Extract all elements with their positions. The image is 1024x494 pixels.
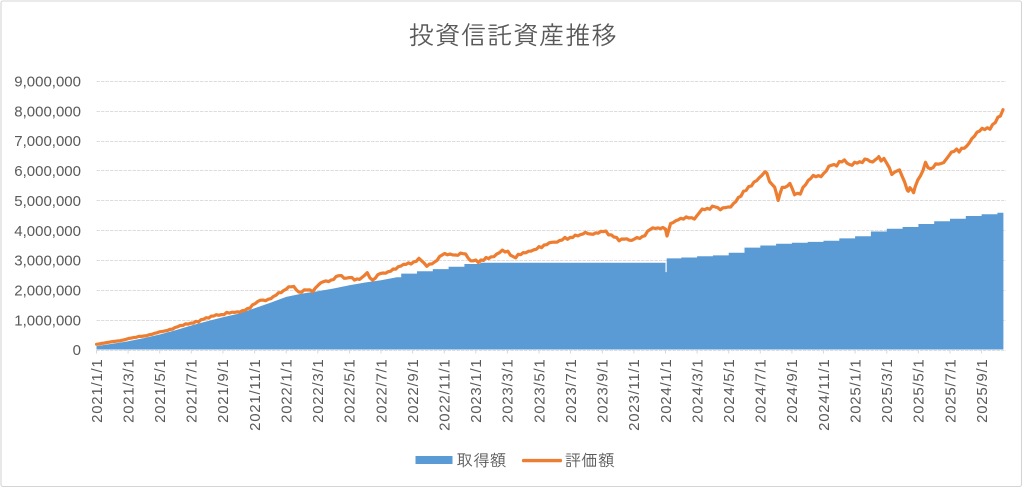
svg-text:3,000,000: 3,000,000 xyxy=(14,253,81,270)
svg-text:2024/9/1: 2024/9/1 xyxy=(784,359,801,423)
svg-text:2025/1/1: 2025/1/1 xyxy=(847,359,864,423)
svg-text:2,000,000: 2,000,000 xyxy=(14,283,81,300)
svg-text:2021/5/1: 2021/5/1 xyxy=(152,359,169,423)
svg-text:2022/5/1: 2022/5/1 xyxy=(342,359,359,423)
svg-text:2024/7/1: 2024/7/1 xyxy=(753,359,770,423)
svg-text:8,000,000: 8,000,000 xyxy=(14,103,81,120)
svg-text:7,000,000: 7,000,000 xyxy=(14,133,81,150)
svg-text:2022/11/1: 2022/11/1 xyxy=(437,359,454,431)
svg-text:2021/9/1: 2021/9/1 xyxy=(215,359,232,423)
svg-text:2023/11/1: 2023/11/1 xyxy=(626,359,643,431)
svg-text:2021/3/1: 2021/3/1 xyxy=(120,359,137,423)
svg-text:6,000,000: 6,000,000 xyxy=(14,163,81,180)
svg-text:2025/5/1: 2025/5/1 xyxy=(911,359,928,423)
svg-text:2024/5/1: 2024/5/1 xyxy=(721,359,738,423)
svg-text:2021/1/1: 2021/1/1 xyxy=(89,359,106,423)
svg-text:2022/1/1: 2022/1/1 xyxy=(279,359,296,423)
svg-text:0: 0 xyxy=(73,342,81,359)
svg-text:2021/11/1: 2021/11/1 xyxy=(247,359,264,431)
svg-text:2023/9/1: 2023/9/1 xyxy=(595,359,612,423)
svg-text:2024/11/1: 2024/11/1 xyxy=(816,359,833,431)
svg-text:2023/3/1: 2023/3/1 xyxy=(500,359,517,423)
svg-text:9,000,000: 9,000,000 xyxy=(14,74,81,91)
svg-text:2022/9/1: 2022/9/1 xyxy=(405,359,422,423)
svg-text:2025/9/1: 2025/9/1 xyxy=(974,359,991,423)
svg-text:2023/1/1: 2023/1/1 xyxy=(468,359,485,423)
svg-text:2022/3/1: 2022/3/1 xyxy=(310,359,327,423)
svg-text:2024/3/1: 2024/3/1 xyxy=(689,359,706,423)
svg-text:5,000,000: 5,000,000 xyxy=(14,193,81,210)
svg-text:2025/7/1: 2025/7/1 xyxy=(942,359,959,423)
svg-text:4,000,000: 4,000,000 xyxy=(14,223,81,240)
svg-text:1,000,000: 1,000,000 xyxy=(14,312,81,329)
svg-text:2023/5/1: 2023/5/1 xyxy=(531,359,548,423)
svg-text:2024/1/1: 2024/1/1 xyxy=(658,359,675,423)
svg-text:2023/7/1: 2023/7/1 xyxy=(563,359,580,423)
svg-text:2025/3/1: 2025/3/1 xyxy=(879,359,896,423)
svg-text:2021/7/1: 2021/7/1 xyxy=(184,359,201,423)
svg-text:2022/7/1: 2022/7/1 xyxy=(373,359,390,423)
